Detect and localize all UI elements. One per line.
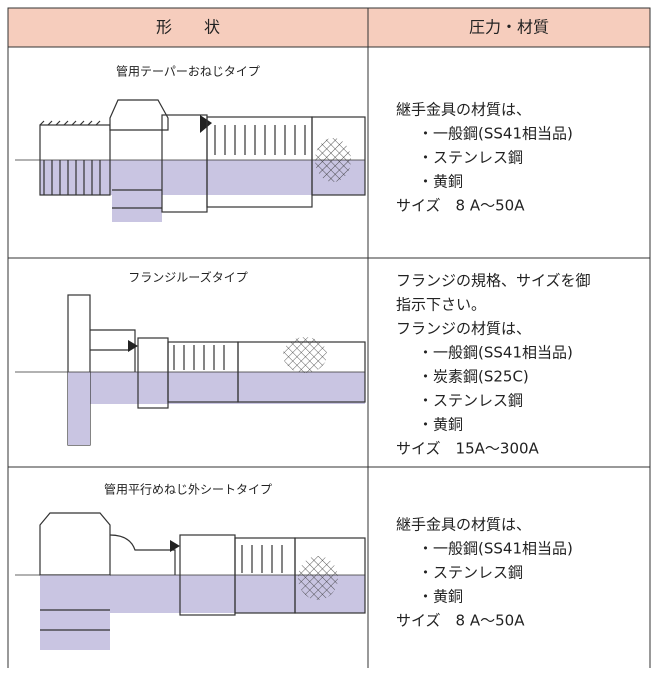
spec-line: サイズ 8 A～50A <box>396 612 525 630</box>
spec-line: サイズ 15A～300A <box>396 440 540 458</box>
spec-line: ・一般鋼(SS41相当品) <box>418 125 573 143</box>
diagram-caption: 管用テーパーおねじタイプ <box>116 64 260 79</box>
fitting-diagram <box>15 294 366 446</box>
spec-line: 指示下さい。 <box>396 296 486 314</box>
diagram-caption: フランジルーズタイプ <box>128 270 247 285</box>
header-cell: 形 状 <box>156 18 220 37</box>
diagram-caption: 管用平行めねじ外シートタイプ <box>104 482 272 497</box>
spec-line: ・ステンレス鋼 <box>418 392 523 410</box>
spec-line: ・ステンレス鋼 <box>418 564 523 582</box>
spec-line: ・一般鋼(SS41相当品) <box>418 540 573 558</box>
spec-line: ・ステンレス鋼 <box>418 149 523 167</box>
header-cell: 圧力・材質 <box>469 18 549 37</box>
spec-line: フランジの規格、サイズを御 <box>396 272 591 290</box>
spec-line: サイズ 8 A～50A <box>396 197 525 215</box>
header-row <box>7 7 651 48</box>
spec-line: フランジの材質は、 <box>396 320 531 338</box>
fitting-diagram <box>15 99 366 222</box>
spec-line: 継手金具の材質は、 <box>396 101 531 119</box>
spec-line: ・黄銅 <box>418 416 463 434</box>
spec-line: ・黄銅 <box>418 588 463 606</box>
spec-line: 継手金具の材質は、 <box>396 516 531 534</box>
fitting-diagram <box>15 512 366 650</box>
spec-line: ・黄銅 <box>418 173 463 191</box>
spec-line: ・一般鋼(SS41相当品) <box>418 344 573 362</box>
spec-line: ・炭素鋼(S25C) <box>418 368 529 386</box>
